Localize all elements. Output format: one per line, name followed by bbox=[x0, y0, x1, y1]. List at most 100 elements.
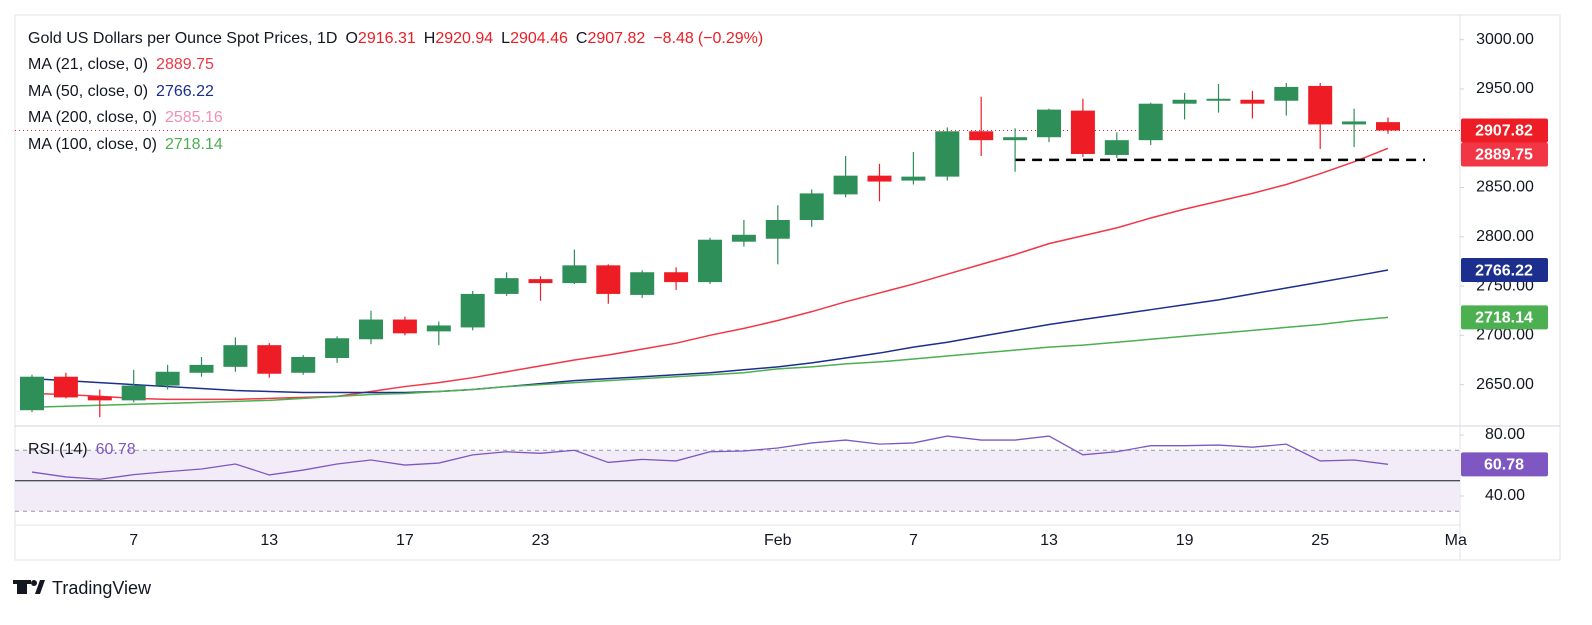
candle-body bbox=[1003, 137, 1028, 141]
candle-body bbox=[223, 345, 248, 367]
candle-body bbox=[765, 220, 790, 239]
candle-body bbox=[155, 371, 180, 386]
legend-name: MA (200, close, 0) bbox=[28, 109, 157, 126]
y-tick-label: 2700.00 bbox=[1476, 327, 1534, 344]
frame bbox=[14, 14, 1561, 561]
x-tick-label: 13 bbox=[1040, 532, 1058, 549]
price-badge-label: 2889.75 bbox=[1475, 147, 1533, 164]
candle-body bbox=[1274, 86, 1299, 101]
legend-entry: MA (100, close, 0) 2718.14 bbox=[28, 136, 223, 154]
candle-body bbox=[189, 364, 214, 373]
x-tick-label: 7 bbox=[909, 532, 918, 549]
candle-body bbox=[291, 356, 316, 373]
footer-brand: TradingView bbox=[52, 578, 152, 598]
candle-body bbox=[562, 265, 587, 284]
candle-body bbox=[1138, 103, 1163, 141]
candle-body bbox=[257, 345, 282, 374]
price-badge bbox=[1461, 118, 1548, 143]
y-tick-label: 80.00 bbox=[1485, 426, 1525, 443]
ohlc-name: H bbox=[423, 30, 436, 47]
candle-body bbox=[1172, 99, 1197, 104]
legend-name: MA (100, close, 0) bbox=[28, 135, 157, 153]
header: Gold US Dollars per Ounce Spot Prices, 1… bbox=[28, 30, 763, 48]
candle-body bbox=[1308, 85, 1333, 125]
ohlc-item: L2904.46 bbox=[501, 30, 568, 48]
candle-body bbox=[1376, 122, 1400, 131]
legend-name: RSI (14) bbox=[28, 441, 88, 458]
x-tick-label: Ma bbox=[1445, 532, 1467, 549]
candle-body bbox=[1240, 99, 1265, 104]
rsi-legend: RSI (14) 60.78 bbox=[28, 441, 136, 459]
y-tick-label: 2650.00 bbox=[1476, 376, 1534, 393]
candle-body bbox=[1070, 110, 1095, 154]
candle-body bbox=[1037, 109, 1061, 138]
x-tick-label: Feb bbox=[764, 532, 792, 549]
plot bbox=[15, 83, 1460, 418]
rsi-line bbox=[31, 435, 1389, 480]
candle-body bbox=[1342, 121, 1367, 125]
legend-value: 2889.75 bbox=[156, 56, 214, 73]
ohlc-value: 2920.94 bbox=[435, 30, 494, 47]
candle-body bbox=[799, 193, 824, 220]
candle-body bbox=[867, 175, 892, 182]
ohlc-name: O bbox=[345, 30, 358, 47]
legend-value: 2718.14 bbox=[164, 135, 223, 153]
chart-title: Gold US Dollars per Ounce Spot Prices, 1… bbox=[28, 30, 338, 47]
change: −8.48 bbox=[653, 30, 694, 47]
price-badge-label: 60.78 bbox=[1484, 457, 1524, 474]
price-badge bbox=[1461, 305, 1548, 330]
candle-body bbox=[664, 272, 689, 283]
y-tick-label: 2850.00 bbox=[1476, 179, 1534, 196]
candle-body bbox=[1104, 140, 1129, 155]
price-badge-label: 2718.14 bbox=[1475, 310, 1533, 327]
ohlc-value: 2904.46 bbox=[510, 30, 568, 47]
logo bbox=[13, 580, 45, 594]
candle-body bbox=[1206, 98, 1231, 101]
candle-body bbox=[731, 234, 756, 242]
ma-line bbox=[31, 147, 1389, 401]
candle-body bbox=[901, 176, 926, 181]
legend-entry: MA (21, close, 0) 2889.75 bbox=[28, 56, 214, 74]
x-tick-label: 7 bbox=[129, 532, 138, 549]
candle-body bbox=[426, 325, 451, 332]
price-badge-label: 2907.82 bbox=[1475, 123, 1533, 140]
y-tick-label: 2950.00 bbox=[1476, 80, 1534, 97]
legend-value: 60.78 bbox=[95, 441, 136, 458]
price-badge-label: 2766.22 bbox=[1475, 262, 1533, 279]
candle-body bbox=[325, 338, 350, 358]
candle-body bbox=[20, 376, 44, 411]
candle-body bbox=[969, 131, 994, 141]
legend-entry: MA (200, close, 0) 2585.16 bbox=[28, 109, 223, 127]
candle-body bbox=[833, 175, 858, 195]
y-tick-label: 2800.00 bbox=[1476, 228, 1534, 245]
legend-value: 2766.22 bbox=[156, 82, 214, 100]
ohlc-item: H2920.94 bbox=[424, 30, 493, 48]
legend-name: MA (50, close, 0) bbox=[28, 82, 149, 100]
ohlc-name: L bbox=[501, 30, 511, 47]
candle-body bbox=[596, 265, 621, 294]
x-tick-label: 19 bbox=[1176, 532, 1194, 549]
candle-body bbox=[121, 385, 146, 401]
candle-body bbox=[698, 239, 722, 283]
y-tick-label: 3000.00 bbox=[1476, 31, 1534, 48]
candle-body bbox=[359, 319, 383, 340]
ohlc-item: C2907.82 bbox=[576, 30, 645, 48]
candle-body bbox=[935, 131, 960, 177]
candle-body bbox=[392, 319, 417, 334]
legend-entry: MA (50, close, 0) 2766.22 bbox=[28, 83, 214, 101]
y-tick-label: 40.00 bbox=[1485, 487, 1525, 504]
ohlc-item: O2916.31 bbox=[345, 30, 415, 48]
ma-line bbox=[31, 269, 1389, 394]
candle-body bbox=[87, 396, 112, 401]
x-tick-label: 13 bbox=[260, 532, 278, 549]
ohlc-name: C bbox=[575, 30, 588, 47]
legend-value: 2585.16 bbox=[164, 109, 223, 126]
ohlc: O2916.31 H2920.94 L2904.46 C2907.82 bbox=[345, 30, 645, 48]
price-badge bbox=[1461, 258, 1548, 283]
change-pct: (−0.29%) bbox=[697, 30, 764, 47]
candle-body bbox=[494, 278, 519, 294]
x-tick-label: 17 bbox=[396, 532, 414, 549]
legend-name: MA (21, close, 0) bbox=[28, 56, 149, 73]
